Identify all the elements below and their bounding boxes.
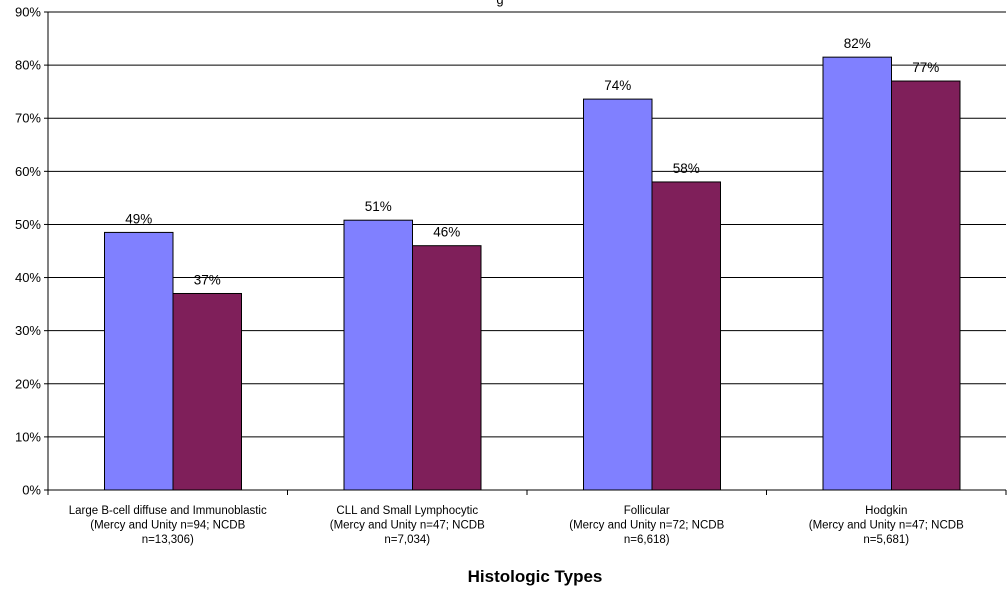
x-category-label: (Mercy and Unity n=47; NCDB xyxy=(330,520,485,532)
x-category-label: Hodgkin xyxy=(865,505,907,517)
y-tick-label: 70% xyxy=(15,111,41,126)
x-category-label: (Mercy and Unity n=94; NCDB xyxy=(90,520,245,532)
y-tick-label: 40% xyxy=(15,270,41,285)
chart-title-fragment: g xyxy=(496,0,503,7)
data-label: 58% xyxy=(673,161,700,176)
bar xyxy=(891,80,961,491)
y-tick-label: 60% xyxy=(15,164,41,179)
data-label: 82% xyxy=(844,36,871,51)
bar xyxy=(583,98,653,491)
bar xyxy=(822,56,892,491)
x-category-label: n=13,306) xyxy=(142,534,194,546)
x-axis-categories: Large B-cell diffuse and Immunoblastic (M… xyxy=(69,505,964,546)
y-tick-label: 0% xyxy=(22,483,41,498)
y-tick-label: 20% xyxy=(15,376,41,391)
x-axis-title: Histologic Types xyxy=(468,567,603,586)
y-tick-label: 90% xyxy=(15,5,41,20)
data-label: 37% xyxy=(194,272,221,287)
y-tick-label: 10% xyxy=(15,429,41,444)
bar xyxy=(412,245,482,491)
x-category-label: n=6,618) xyxy=(624,534,670,546)
data-label: 51% xyxy=(365,199,392,214)
data-label: 74% xyxy=(604,78,631,93)
bar xyxy=(172,292,242,491)
x-category-label: n=7,034) xyxy=(384,534,430,546)
x-category-label: Large B-cell diffuse and Immunoblastic xyxy=(69,505,267,517)
bars xyxy=(104,56,961,491)
data-label: 77% xyxy=(912,60,939,75)
bar xyxy=(651,181,721,491)
data-label: 49% xyxy=(125,211,152,226)
x-category-label: (Mercy and Unity n=72; NCDB xyxy=(569,520,724,532)
x-category-label: (Mercy and Unity n=47; NCDB xyxy=(809,520,964,532)
y-tick-label: 50% xyxy=(15,217,41,232)
data-labels: 49% 37% 51% 46% 74% 58% 82% 77% xyxy=(125,36,939,287)
x-category-label: Follicular xyxy=(624,505,670,517)
bar xyxy=(104,231,174,491)
y-tick-label: 80% xyxy=(15,58,41,73)
axes xyxy=(47,12,1007,495)
y-tick-label: 30% xyxy=(15,323,41,338)
x-category-label: n=5,681) xyxy=(863,534,909,546)
data-label: 46% xyxy=(433,225,460,240)
bar xyxy=(343,219,413,491)
y-axis-ticks: 0% 10% 20% 30% 40% 50% 60% 70% 80% 90% xyxy=(15,5,48,498)
x-category-label: CLL and Small Lymphocytic xyxy=(336,505,478,517)
